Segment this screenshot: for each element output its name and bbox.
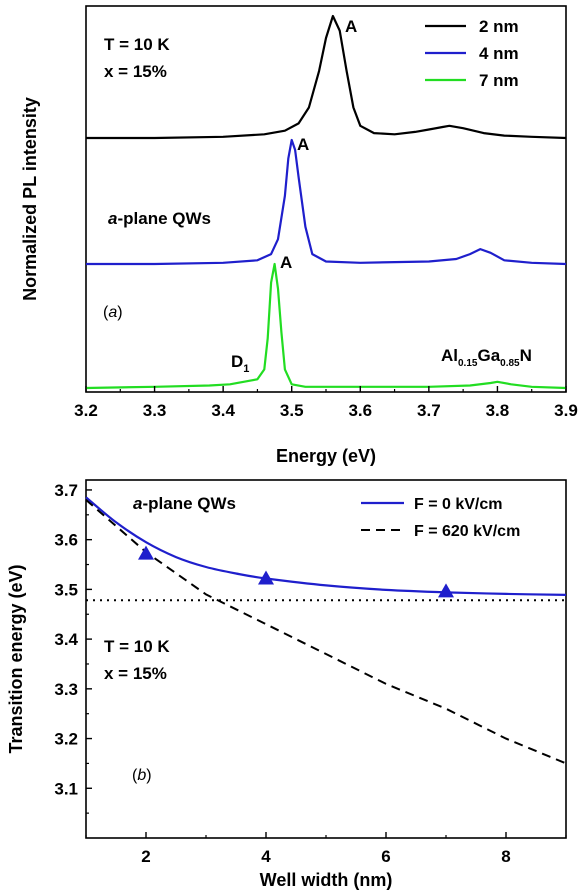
panel-b-sample-label: a-plane QWs	[133, 494, 236, 513]
sample-text-b: -plane QWs	[142, 494, 236, 513]
alloy-n: N	[520, 346, 532, 365]
panel-a-sample-label: a-plane QWs	[108, 209, 211, 228]
defect-label: D1	[231, 352, 249, 375]
legend-label-4nm: 4 nm	[479, 44, 519, 63]
peak-label-7nm: A	[280, 253, 292, 272]
legend-label-2nm: 2 nm	[479, 17, 519, 36]
panel-b-temperature: T = 10 K	[104, 637, 170, 656]
panel-b-y-tick-label: 3.5	[54, 580, 78, 599]
pl-spectrum-4nm	[86, 138, 567, 266]
panel-b-letter: (b)	[132, 767, 152, 784]
defect-sub: 1	[243, 363, 249, 375]
panel-b-y-tick-label: 3.3	[54, 680, 78, 699]
legend-label-7nm: 7 nm	[479, 71, 519, 90]
panel-a-x-tick-label: 3.8	[486, 401, 510, 420]
experimental-point-triangle	[438, 583, 454, 598]
panel-a-composition: x = 15%	[104, 62, 167, 81]
alloy-ga-sub: 0.85	[500, 358, 520, 369]
sample-italic-a: a	[108, 209, 117, 228]
panel-a-x-tick-label: 3.3	[143, 401, 167, 420]
panel-a-x-tick-label: 3.4	[211, 401, 235, 420]
panel-a-temperature: T = 10 K	[104, 35, 170, 54]
panel-a: 3.2 3.3 3.4 3.5 3.6 3.7 3.8 3.9 T = 10 K x = 15…	[20, 5, 578, 466]
alloy-label: Al0.15Ga0.85N	[441, 346, 532, 369]
panel-b-curves	[85, 496, 567, 765]
panel-b-y-tick-label: 3.7	[54, 481, 78, 500]
panel-b-composition: x = 15%	[104, 664, 167, 683]
panel-b-y-tick-label: 3.6	[54, 531, 78, 550]
defect-main: D	[231, 352, 243, 371]
panel-a-x-tick-label: 3.2	[74, 401, 98, 420]
panel-a-legend: 2 nm 4 nm 7 nm	[425, 17, 519, 90]
alloy-al-sub: 0.15	[458, 358, 478, 369]
panel-a-y-label: Normalized PL intensity	[20, 97, 40, 301]
panel-b-letter-value: b	[137, 767, 146, 784]
panel-a-x-tick-label: 3.6	[348, 401, 372, 420]
alloy-al: Al	[441, 346, 458, 365]
peak-label-2nm: A	[345, 17, 357, 36]
sample-italic-b: a	[133, 494, 142, 513]
panel-a-x-tick-label: 3.5	[280, 401, 304, 420]
panel-b-y-tick-label: 3.1	[54, 779, 78, 798]
alloy-ga: Ga	[477, 346, 500, 365]
panel-b-axes: 2 4 6 8 3.1 3.2 3.3 3.4 3.5 3.6 3.7	[54, 481, 567, 866]
panel-b-y-label: Transition energy (eV)	[6, 564, 26, 753]
panel-b-x-tick-label: 4	[261, 847, 271, 866]
panel-b-x-tick-label: 6	[381, 847, 390, 866]
panel-b: 2 4 6 8 3.1 3.2 3.3 3.4 3.5 3.6 3.7 a-plane QWs F …	[6, 479, 567, 890]
panel-b-x-label: Well width (nm)	[260, 870, 393, 890]
panel-a-letter-value: a	[108, 304, 117, 321]
legend-label-f620: F = 620 kV/cm	[414, 523, 520, 540]
panel-a-x-axis: 3.2 3.3 3.4 3.5 3.6 3.7 3.8 3.9	[74, 386, 578, 420]
panel-a-x-tick-label: 3.7	[417, 401, 441, 420]
peak-label-4nm: A	[297, 135, 309, 154]
legend-label-f0: F = 0 kV/cm	[414, 496, 503, 513]
panel-b-y-tick-label: 3.4	[54, 630, 78, 649]
pl-spectrum-2nm	[86, 14, 567, 140]
panel-a-curves	[85, 14, 567, 390]
panel-b-y-tick-label: 3.2	[54, 730, 78, 749]
panel-a-x-label: Energy (eV)	[276, 446, 376, 466]
panel-a-x-tick-label: 3.9	[554, 401, 578, 420]
sample-text-a: -plane QWs	[117, 209, 211, 228]
pl-spectrum-7nm	[85, 262, 567, 390]
curve-f-620	[85, 499, 567, 765]
experimental-point-triangle	[138, 545, 154, 560]
panel-b-legend: F = 0 kV/cm F = 620 kV/cm	[361, 496, 520, 540]
panel-a-letter: (a)	[103, 304, 123, 321]
panel-b-x-tick-label: 2	[141, 847, 150, 866]
experimental-point-triangle	[258, 570, 274, 585]
panel-b-x-tick-label: 8	[501, 847, 510, 866]
